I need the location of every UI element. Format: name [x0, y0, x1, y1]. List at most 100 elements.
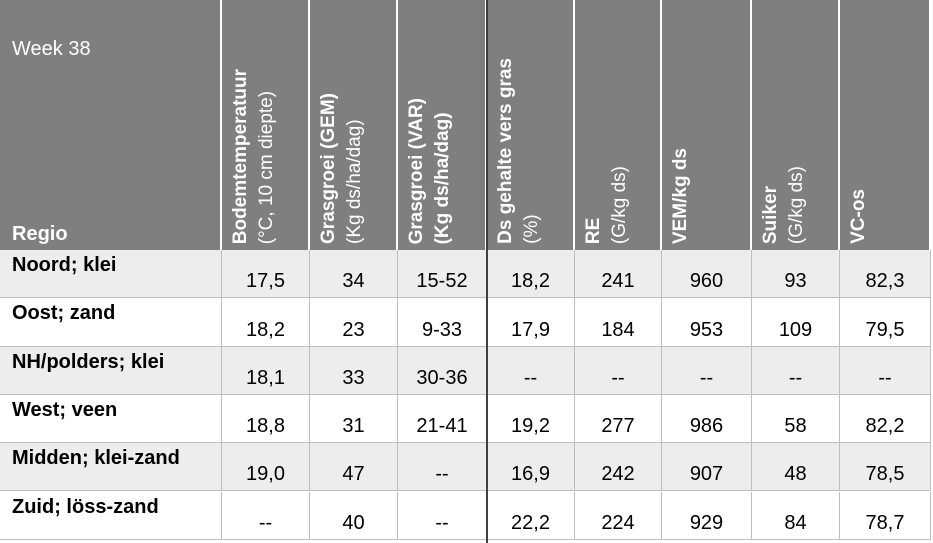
region-name: Noord; klei	[12, 254, 117, 276]
region-name: Zuid; löss-zand	[12, 495, 159, 518]
column-header-text: Grasgroei (VAR) (Kg ds/ha/dag)	[404, 98, 456, 244]
value-cell: 960	[662, 250, 752, 299]
column-header-text: Suiker (G/kg ds)	[758, 166, 810, 244]
value-cell: 986	[662, 394, 752, 444]
regio-label: Regio	[12, 223, 68, 245]
value-cell: 109	[752, 298, 840, 347]
value: 18,2	[511, 270, 550, 293]
value: --	[699, 366, 714, 389]
value: 58	[784, 415, 807, 438]
value: --	[258, 511, 273, 534]
value: 9-33	[421, 318, 463, 341]
region-cell: Noord; klei	[0, 250, 222, 299]
value-cell: 224	[575, 491, 662, 540]
value-cell: 33	[310, 346, 398, 395]
value-cell: --	[487, 346, 575, 395]
value-cell: 16,9	[487, 443, 575, 492]
column-header: RE (G/kg ds)	[575, 0, 662, 250]
value: 19,0	[246, 463, 285, 486]
value: --	[435, 463, 449, 486]
column-header-text: VEM/kg ds	[668, 148, 694, 244]
column-header: Grasgroei (GEM) (Kg ds/ha/dag)	[310, 0, 398, 250]
value: 30-36	[416, 366, 468, 389]
value: 907	[689, 463, 724, 486]
value-cell: 22,2	[487, 491, 575, 540]
value-cell: 21-41	[398, 394, 487, 444]
value-cell: 19,2	[487, 394, 575, 444]
value-cell: 23	[310, 298, 398, 347]
value: --	[788, 366, 803, 389]
value-cell: 242	[575, 443, 662, 492]
value: 78,5	[865, 463, 905, 486]
value-cell: --	[398, 443, 487, 492]
value: 277	[601, 415, 635, 438]
value: 17,9	[511, 318, 550, 341]
value-cell: 19,0	[222, 443, 310, 492]
value-cell: --	[222, 491, 310, 540]
column-title: Bodemtemperatuur	[230, 68, 251, 244]
column-subtitle: (%)	[521, 214, 542, 244]
column-title: VC-os	[848, 189, 869, 244]
value: --	[878, 366, 892, 389]
column-header: Grasgroei (VAR) (Kg ds/ha/dag)	[398, 0, 487, 250]
value-cell: 78,7	[840, 491, 931, 540]
value-cell: 84	[752, 491, 840, 540]
value-cell: 79,5	[840, 298, 931, 347]
value: 242	[601, 463, 635, 486]
value-cell: --	[662, 346, 752, 395]
region-name: Oost; zand	[12, 302, 116, 325]
separator	[486, 0, 488, 543]
column-title: Grasgroei (VAR)	[406, 97, 427, 244]
region-cell: West; veen	[0, 394, 222, 444]
value: 34	[342, 270, 365, 293]
column-header: Bodemtemperatuur (°C, 10 cm diepte)	[222, 0, 310, 250]
value: 19,2	[511, 415, 550, 438]
region-name: NH/polders; klei	[12, 350, 165, 373]
region-cell: Midden; klei-zand	[0, 443, 222, 492]
value: 31	[342, 415, 365, 438]
value-cell: --	[752, 346, 840, 395]
value-cell: 18,1	[222, 346, 310, 395]
region-cell: NH/polders; klei	[0, 346, 222, 395]
value: 47	[342, 463, 365, 486]
value-cell: 18,2	[487, 250, 575, 299]
column-subtitle: (G/kg ds)	[609, 165, 630, 244]
value-cell: --	[840, 346, 931, 395]
value-cell: 17,5	[222, 250, 310, 299]
value: 17,5	[246, 270, 285, 293]
value: 241	[601, 270, 635, 293]
column-title: Suiker	[760, 185, 781, 244]
value-cell: 58	[752, 394, 840, 444]
value: 21-41	[416, 415, 468, 438]
value: 953	[689, 318, 724, 341]
value: 18,2	[246, 318, 285, 341]
column-header: Suiker (G/kg ds)	[752, 0, 840, 250]
column-title: RE	[583, 217, 604, 244]
value: 18,1	[246, 366, 285, 389]
value-cell: 241	[575, 250, 662, 299]
value: 40	[342, 511, 365, 534]
column-header-text: Grasgroei (GEM) (Kg ds/ha/dag)	[316, 93, 368, 244]
value-cell: 17,9	[487, 298, 575, 347]
value-cell: 78,5	[840, 443, 931, 492]
region-cell: Zuid; löss-zand	[0, 491, 222, 540]
value-cell: 9-33	[398, 298, 487, 347]
value: 960	[689, 270, 724, 293]
value-cell: 953	[662, 298, 752, 347]
week-label: Week 38	[12, 38, 91, 60]
column-title: Ds gehalte vers gras	[495, 58, 516, 244]
column-subtitle: (Kg ds/ha/dag)	[432, 112, 453, 244]
value: --	[435, 511, 449, 534]
value: 82,3	[865, 270, 905, 293]
value-cell: 31	[310, 394, 398, 444]
column-subtitle: (Kg ds/ha/dag)	[344, 119, 365, 244]
value: 33	[342, 366, 365, 389]
region-name: West; veen	[12, 398, 118, 421]
value-cell: 277	[575, 394, 662, 444]
value-cell: 184	[575, 298, 662, 347]
value-cell: --	[398, 491, 487, 540]
column-header: VEM/kg ds	[662, 0, 752, 250]
region-name: Midden; klei-zand	[12, 447, 180, 470]
value: --	[523, 366, 538, 389]
